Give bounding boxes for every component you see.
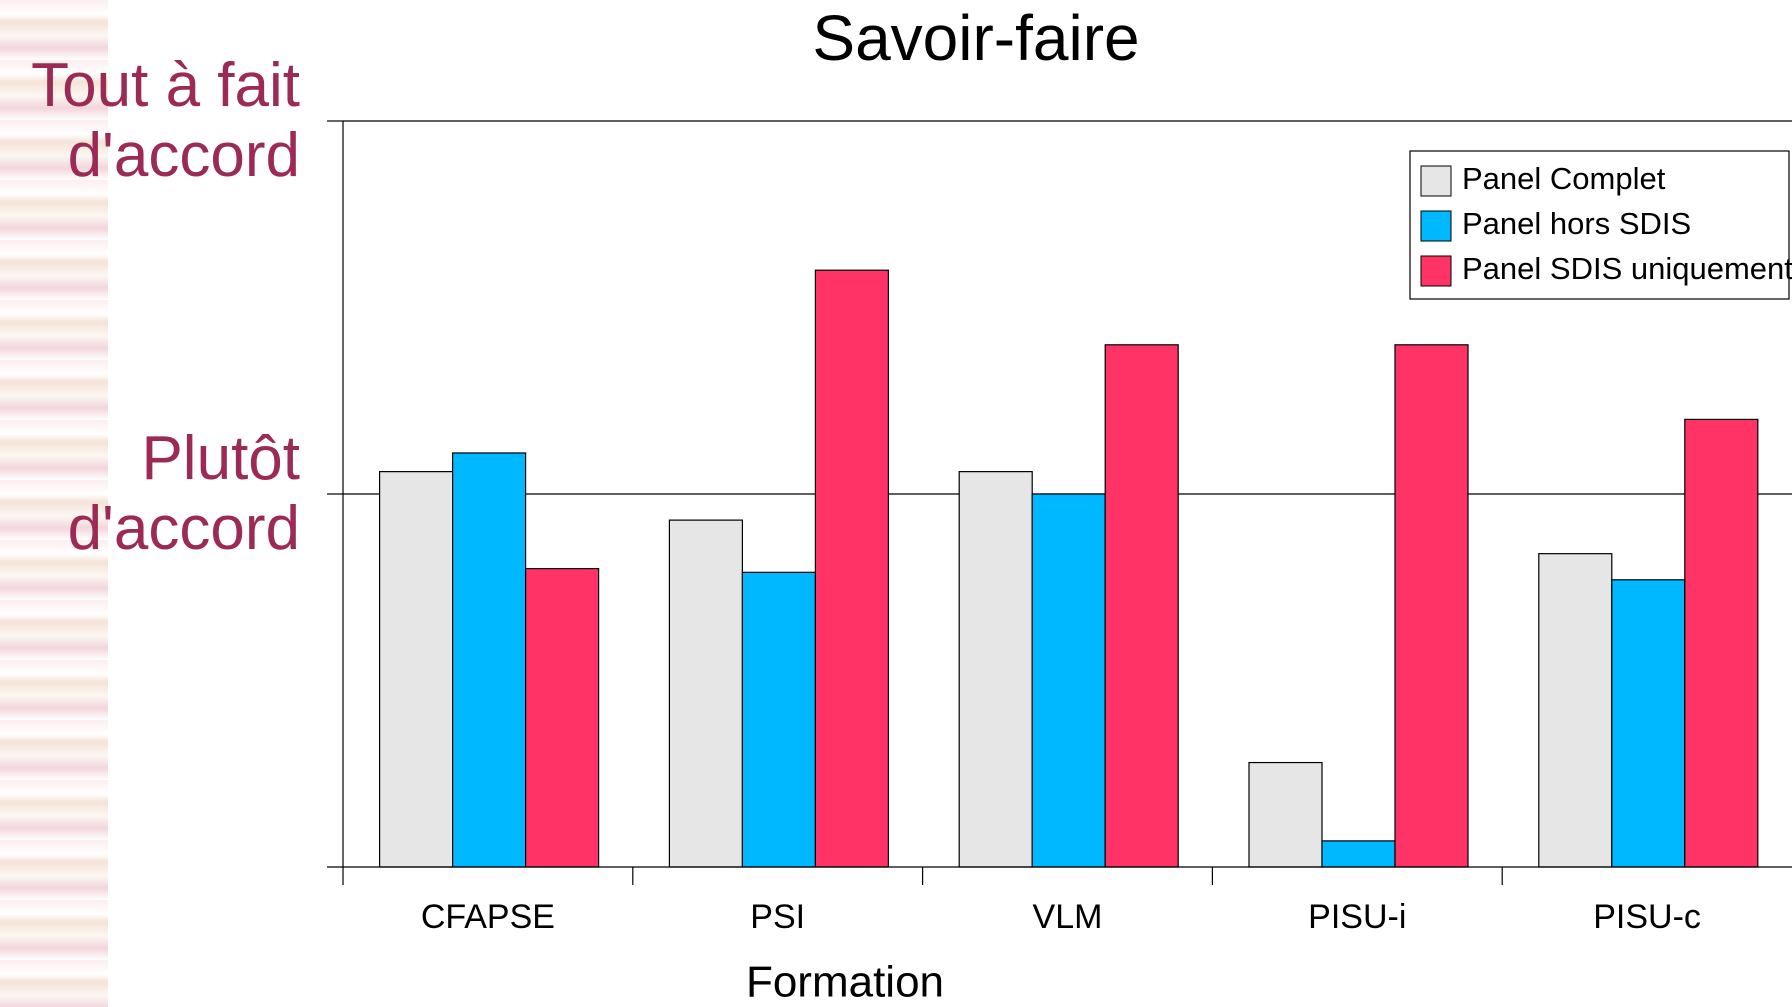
legend-label: Panel Complet	[1462, 161, 1666, 196]
x-tick-label: PSI	[750, 898, 805, 936]
bar	[1684, 418, 1759, 868]
legend-swatch	[1420, 255, 1452, 287]
x-tick-label: PISU-i	[1308, 898, 1406, 936]
bar	[1248, 761, 1323, 868]
bar	[668, 519, 744, 868]
bar	[1104, 344, 1179, 868]
y-tick-label: Plutôt d'accord	[67, 424, 300, 563]
y-tick-label: Tout à fait d'accord	[31, 51, 300, 190]
chart-title: Savoir-faire	[812, 2, 1139, 74]
x-axis-label: Formation	[746, 958, 944, 1007]
bar	[814, 269, 890, 868]
bar	[958, 471, 1033, 868]
bar	[741, 571, 817, 868]
x-tick-label: CFAPSE	[421, 898, 555, 936]
x-tick-label: VLM	[1033, 898, 1103, 936]
bar	[524, 567, 600, 868]
legend-swatch	[1420, 210, 1452, 242]
bar	[1394, 344, 1469, 868]
bar	[1031, 493, 1106, 868]
legend-box	[1409, 150, 1790, 300]
bar	[379, 471, 454, 868]
legend-label: Panel hors SDIS	[1462, 206, 1691, 241]
bar	[452, 452, 527, 868]
decoration	[0, 0, 108, 1007]
bar	[1611, 579, 1686, 868]
bar	[1538, 553, 1613, 868]
x-tick-label: PISU-c	[1593, 898, 1701, 936]
legend-label: Panel SDIS uniquement	[1462, 251, 1792, 286]
legend-swatch	[1420, 165, 1452, 197]
bar	[1321, 840, 1396, 868]
